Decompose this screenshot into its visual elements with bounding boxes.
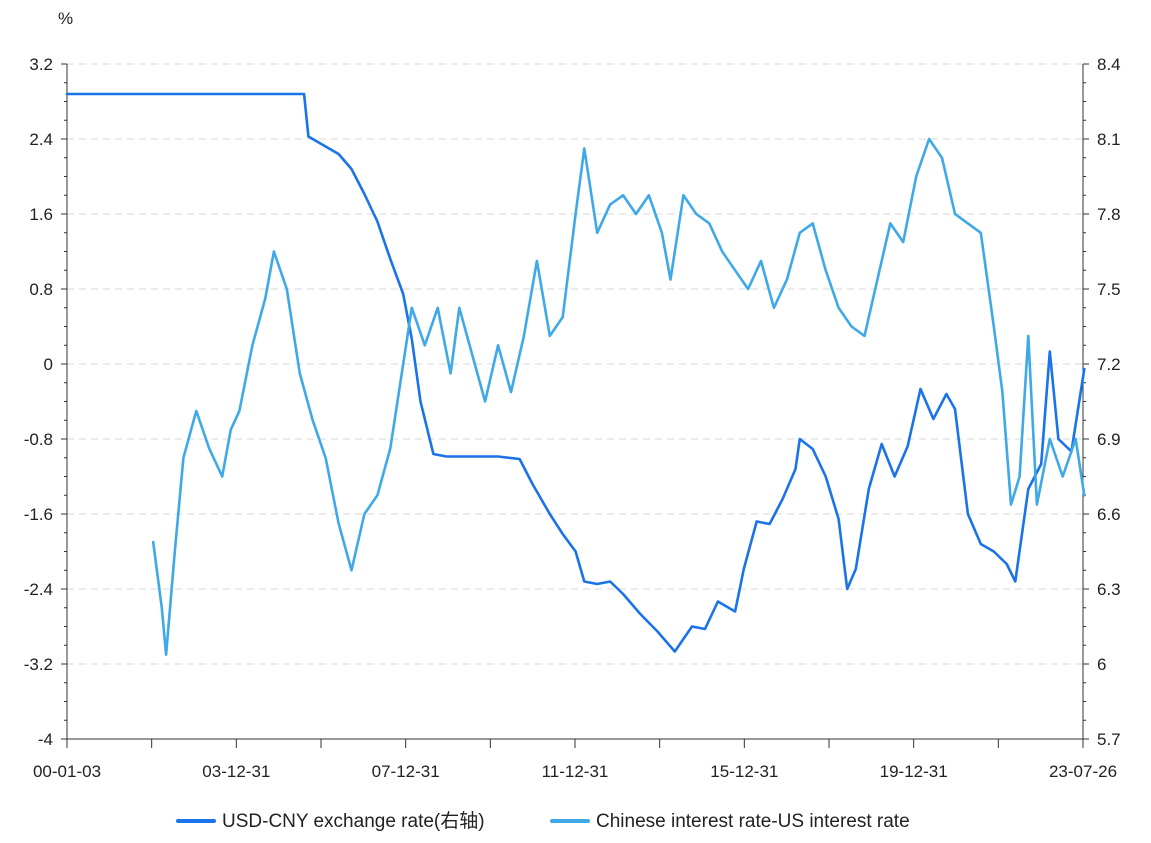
y-left-tick-label: -2.4 [24, 580, 53, 599]
y-left-tick-label: 0.8 [29, 280, 53, 299]
x-tick-label: 03-12-31 [202, 762, 270, 781]
legend-item: Chinese interest rate-US interest rate [550, 811, 910, 832]
series-rate-spread-line [151, 137, 1086, 656]
x-tick-label: 19-12-31 [880, 762, 948, 781]
y-left-tick-label: -1.6 [24, 505, 53, 524]
y-right-tick-label: 8.4 [1097, 55, 1121, 74]
y-left-tick-label: -3.2 [24, 655, 53, 674]
y-left-tick-label: 3.2 [29, 55, 53, 74]
y-left-tick-label: -4 [38, 730, 53, 749]
y-left-tick-label: -0.8 [24, 430, 53, 449]
series-layer [65, 92, 1086, 656]
gridlines [67, 63, 1083, 665]
y-right-tick-label: 6.3 [1097, 580, 1121, 599]
y-right-tick-label: 8.1 [1097, 130, 1121, 149]
y-right-tick-label: 7.2 [1097, 355, 1121, 374]
series-usdcny-line [65, 92, 1086, 653]
x-tick-label: 11-12-31 [542, 762, 609, 781]
x-tick-label: 23-07-26 [1049, 762, 1117, 781]
y-unit-label: % [58, 9, 73, 28]
legend-label: USD-CNY exchange rate(右轴) [222, 810, 485, 832]
y-right-tick-label: 5.7 [1097, 730, 1121, 749]
y-right-tick-label: 7.5 [1097, 280, 1121, 299]
y-right-tick-label: 6.9 [1097, 430, 1121, 449]
legend-label: Chinese interest rate-US interest rate [596, 811, 910, 832]
y-left-tick-label: 0 [44, 355, 53, 374]
x-tick-label: 07-12-31 [372, 762, 440, 781]
legend: USD-CNY exchange rate(右轴) Chinese interes… [176, 810, 910, 832]
y-right-tick-label: 6 [1097, 655, 1106, 674]
x-tick-label: 00-01-03 [33, 762, 101, 781]
y-left-tick-label: 1.6 [29, 205, 53, 224]
y-left-tick-label: 2.4 [29, 130, 53, 149]
axes: 3.2 2.4 1.6 0.8 0 -0.8 -1.6 -2.4 -3.2 -4 8.4 8.1 7.8… [24, 55, 1121, 781]
y-right-tick-label: 6.6 [1097, 505, 1121, 524]
legend-item: USD-CNY exchange rate(右轴) [176, 810, 485, 832]
y-right-tick-label: 7.8 [1097, 205, 1121, 224]
x-tick-label: 15-12-31 [710, 762, 778, 781]
